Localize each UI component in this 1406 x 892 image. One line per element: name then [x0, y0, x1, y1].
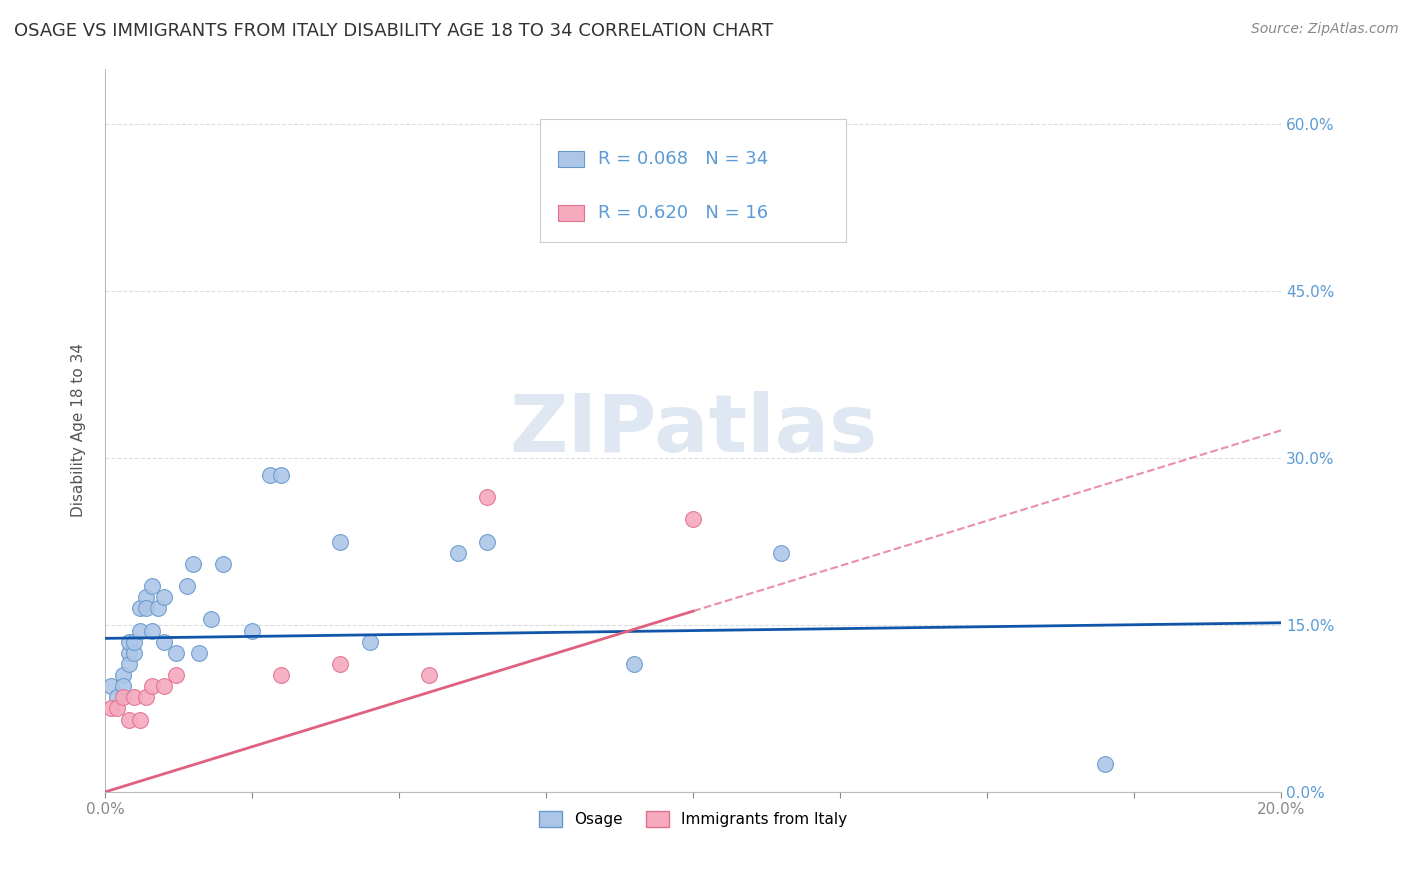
FancyBboxPatch shape: [558, 205, 583, 221]
Point: [135, 590, 157, 604]
Point: [623, 657, 645, 671]
Point: [359, 634, 381, 648]
FancyBboxPatch shape: [540, 120, 846, 242]
Text: R = 0.620   N = 16: R = 0.620 N = 16: [598, 204, 768, 222]
Point: [418, 668, 440, 682]
Point: [111, 679, 134, 693]
Point: [117, 657, 139, 671]
Point: [111, 690, 134, 705]
Point: [135, 601, 157, 615]
Point: [181, 557, 204, 571]
Point: [100, 679, 122, 693]
Point: [259, 467, 281, 482]
Point: [270, 467, 292, 482]
Point: [117, 713, 139, 727]
Point: [270, 668, 292, 682]
Point: [165, 646, 187, 660]
Point: [129, 713, 152, 727]
Point: [682, 512, 704, 526]
Point: [329, 534, 352, 549]
Point: [111, 668, 134, 682]
Text: Source: ZipAtlas.com: Source: ZipAtlas.com: [1251, 22, 1399, 37]
Point: [153, 679, 176, 693]
Point: [105, 701, 128, 715]
Point: [477, 490, 499, 504]
Point: [135, 690, 157, 705]
Point: [124, 646, 146, 660]
Text: R = 0.068   N = 34: R = 0.068 N = 34: [598, 150, 768, 168]
Point: [105, 690, 128, 705]
FancyBboxPatch shape: [558, 151, 583, 167]
Text: OSAGE VS IMMIGRANTS FROM ITALY DISABILITY AGE 18 TO 34 CORRELATION CHART: OSAGE VS IMMIGRANTS FROM ITALY DISABILIT…: [14, 22, 773, 40]
Text: ZIPatlas: ZIPatlas: [509, 392, 877, 469]
Point: [770, 546, 793, 560]
Point: [240, 624, 263, 638]
Point: [447, 546, 470, 560]
Point: [117, 634, 139, 648]
Point: [200, 612, 222, 626]
Point: [329, 657, 352, 671]
Point: [153, 634, 176, 648]
Point: [176, 579, 198, 593]
Point: [124, 690, 146, 705]
Point: [129, 624, 152, 638]
Point: [211, 557, 233, 571]
Point: [165, 668, 187, 682]
Point: [141, 579, 163, 593]
Point: [477, 534, 499, 549]
Point: [623, 201, 645, 215]
Point: [141, 679, 163, 693]
Y-axis label: Disability Age 18 to 34: Disability Age 18 to 34: [72, 343, 86, 517]
Point: [146, 601, 169, 615]
Point: [188, 646, 211, 660]
Point: [129, 601, 152, 615]
Point: [141, 624, 163, 638]
Point: [117, 646, 139, 660]
Point: [100, 701, 122, 715]
Legend: Osage, Immigrants from Italy: Osage, Immigrants from Italy: [531, 804, 855, 835]
Point: [153, 590, 176, 604]
Point: [1094, 757, 1116, 772]
Point: [124, 634, 146, 648]
